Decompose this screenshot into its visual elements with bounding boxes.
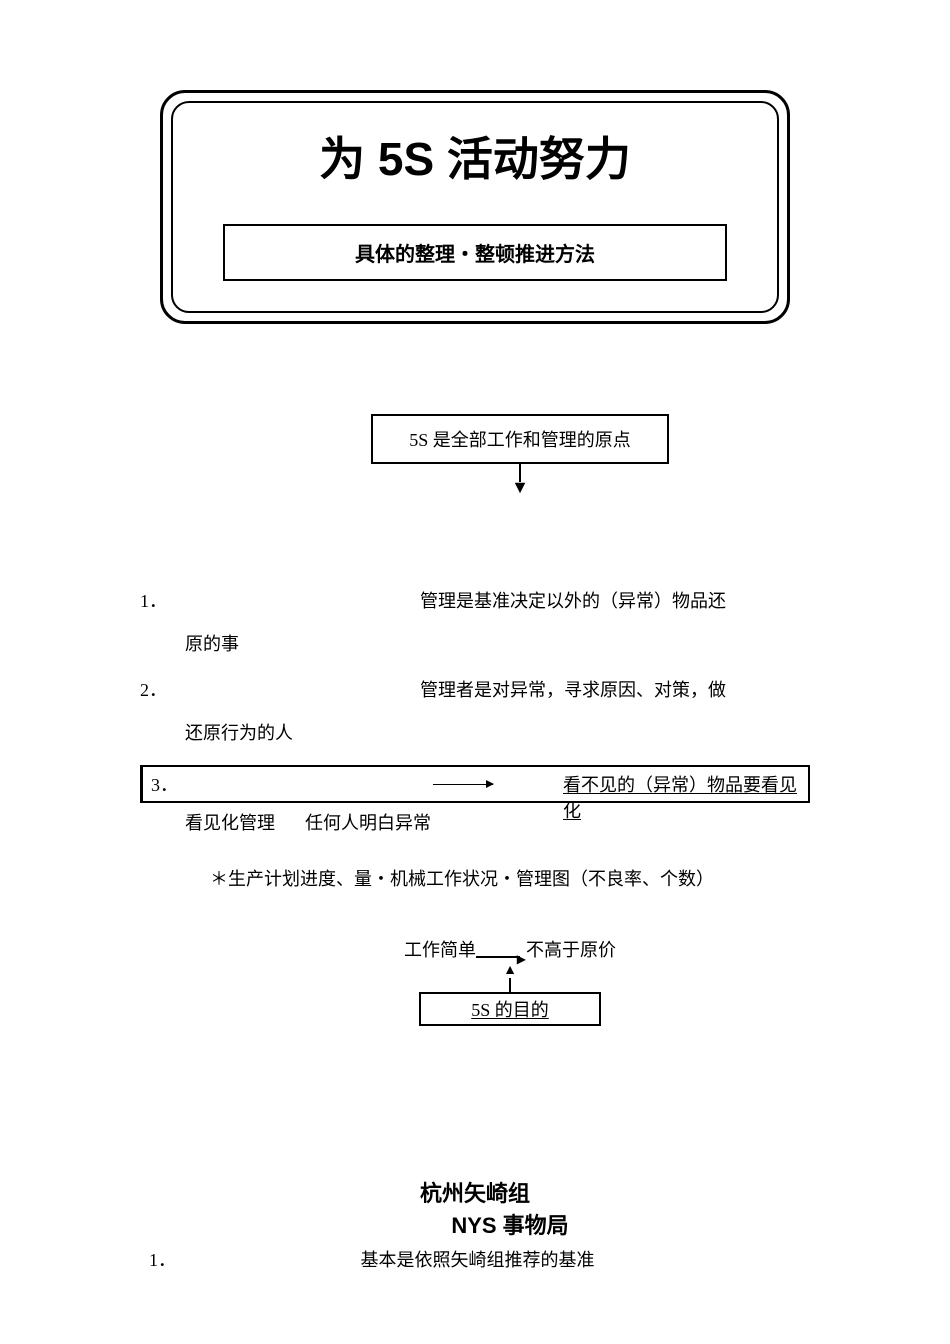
goal-right-text: 不高于原价 xyxy=(526,940,616,960)
arrow-right-icon xyxy=(433,773,493,794)
principle-row-1: 1． 管理是基准决定以外的（异常）物品还 xyxy=(140,587,810,616)
principle-number: 3． xyxy=(151,771,186,797)
principle-row-3-box: 3． 看不见的（异常）物品要看见化 xyxy=(140,765,810,803)
principle-definition: 看不见的（异常）物品要看见化 xyxy=(563,771,808,823)
principle-number: 2． xyxy=(140,676,185,705)
principle-definition: 管理是基准决定以外的（异常）物品还 xyxy=(420,587,726,616)
goal-box: 5S 的目的 xyxy=(419,992,601,1026)
principle-number: 1． xyxy=(140,587,185,616)
viz-label-2: 任何人明白异常 xyxy=(305,813,431,833)
main-title: 为 5S 活动努力 xyxy=(193,123,757,189)
arrow-down-icon: ▼ xyxy=(185,462,855,492)
principle-statement-box: 5S 是全部工作和管理的原点 xyxy=(371,414,669,464)
viz-label-1: 看见化管理 xyxy=(185,813,275,833)
goal-section: 工作简单▶不高于原价 ▲ 5S 的目的 xyxy=(175,936,845,1026)
principle-continuation: 还原行为的人 xyxy=(185,719,810,745)
goal-left-text: 工作简单 xyxy=(404,940,476,960)
principle-definition: 管理者是对异常，寻求原因、对策，做 xyxy=(420,676,726,705)
subtitle-box: 具体的整理・整顿推进方法 xyxy=(223,224,727,281)
arrow-up-icon: ▲ xyxy=(175,964,845,992)
footer-organization: 杭州矢崎组 xyxy=(140,1176,810,1208)
title-frame-outer: 为 5S 活动努力 具体的整理・整顿推进方法 xyxy=(160,90,790,324)
footer-text: 基本是依照矢崎组推荐的基准 xyxy=(165,1246,790,1272)
principles-list: 1． 管理是基准决定以外的（异常）物品还 原的事 2． 管理者是对异常，寻求原因… xyxy=(140,587,810,1026)
principle-continuation: 原的事 xyxy=(185,630,810,656)
footer-section: 杭州矢崎组 NYS 事物局 1． 基本是依照矢崎组推荐的基准 xyxy=(140,1176,810,1272)
footer-row: 1． 基本是依照矢崎组推荐的基准 xyxy=(140,1246,810,1272)
title-frame-inner: 为 5S 活动努力 具体的整理・整顿推进方法 xyxy=(171,101,779,313)
principle-row-2: 2． 管理者是对异常，寻求原因、对策，做 xyxy=(140,676,810,705)
footer-department: NYS 事物局 xyxy=(210,1208,810,1240)
goal-flow-row: 工作简单▶不高于原价 xyxy=(175,936,845,962)
production-note: ＊生产计划进度、量・机械工作状况・管理图（不良率、个数） xyxy=(210,865,810,891)
